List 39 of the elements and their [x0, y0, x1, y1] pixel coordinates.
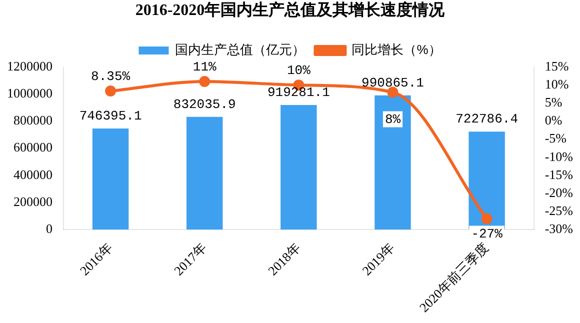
y2-tick-label: -25% [544, 202, 574, 218]
data-label: 746395.1 [79, 108, 142, 124]
data-label: 832035.9 [173, 96, 236, 112]
y-tick-label: 400000 [14, 166, 52, 182]
y2-tick-label: -5% [544, 130, 567, 146]
bar [374, 95, 411, 230]
y2-tick-label: -10% [544, 148, 574, 164]
bar [186, 116, 223, 230]
data-label: 8% [384, 112, 401, 128]
bar [92, 128, 129, 230]
y2-tick-label: 10% [544, 76, 569, 92]
data-label: 8.35% [91, 68, 130, 84]
y-tick-label: 1000000 [7, 86, 52, 101]
bar [280, 105, 317, 230]
point [199, 76, 210, 87]
chart-title: 2016-2020年国内生产总值及其增长速度情况 [134, 0, 446, 21]
y-tick-label: 0 [46, 221, 52, 236]
y2-tick-label: -15% [544, 166, 574, 182]
data-label: -27% [471, 226, 503, 242]
y2-tick-label: -30% [544, 221, 574, 236]
y-tick-label: 200000 [14, 194, 52, 209]
legend-label: 同比增长（%） [352, 42, 442, 58]
data-label: 990865.1 [362, 75, 424, 90]
y-tick-label: 800000 [14, 112, 52, 128]
data-label: 919281.1 [267, 84, 330, 100]
y-tick-label: 600000 [14, 140, 52, 155]
legend-label: 国内生产总值（亿元） [175, 42, 306, 58]
data-label: 11% [192, 59, 216, 74]
data-label: 722786.4 [456, 112, 518, 127]
point [105, 86, 116, 97]
y-tick-label: 1200000 [7, 58, 52, 74]
y2-tick-label: 0% [544, 112, 562, 128]
bar [468, 132, 505, 230]
point [387, 86, 398, 98]
data-label: 10% [286, 63, 311, 78]
y2-tick-label: -20% [544, 184, 574, 200]
y2-tick-label: 5% [544, 94, 562, 110]
y2-tick-label: 15% [544, 58, 569, 74]
point [481, 213, 492, 224]
